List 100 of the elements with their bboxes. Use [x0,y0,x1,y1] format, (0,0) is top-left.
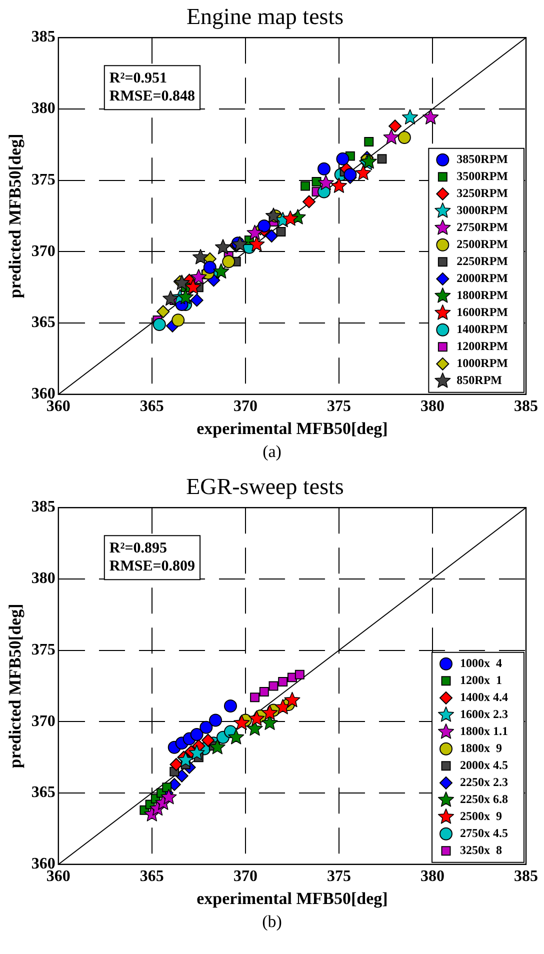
point [234,714,250,730]
point [170,758,183,771]
point [190,268,207,284]
point [174,274,190,290]
x-tick-label: 380 [420,868,444,886]
legend-label: 1600RPM [456,304,508,319]
legend-label: 2250x 2.3 [460,774,508,789]
legend-label: 2000RPM [456,270,508,285]
point [228,728,244,744]
point [312,177,322,186]
point [250,692,260,702]
point [192,248,209,264]
legend-label: 2250RPM [456,254,508,268]
annotation: R²=0.895 [109,540,168,556]
legend-label: 1400RPM [456,322,508,336]
legend-label: 3000RPM [456,202,508,217]
point [209,714,222,727]
point [377,154,387,164]
text: (b) [261,911,283,933]
x-tick-label: 375 [326,398,351,416]
legend-label: 2000x 4.5 [460,758,508,772]
annotation: RMSE=0.848 [109,88,196,104]
y-axis-title: predicted MFB50[deg] [6,604,25,768]
legend-label: 3850RPM [456,152,508,166]
point [355,164,372,180]
point [162,782,172,792]
x-tick-label: 370 [233,868,258,886]
point [284,692,300,708]
y-tick-label: 375 [31,641,56,658]
point [402,109,418,124]
point [190,728,204,742]
point [317,162,330,176]
point [265,208,282,223]
legend-label: 1800x 1.1 [460,724,508,738]
point [178,288,194,304]
point [274,699,291,714]
point [398,131,411,144]
legend-label: 3250x 8 [460,842,502,857]
y-tick-label: 370 [31,712,56,730]
point [294,670,304,680]
legend-label: 1400x 4.4 [460,690,508,704]
legend-label: 850RPM [456,372,502,387]
point [188,744,205,760]
point [213,263,230,279]
y-tick-label: 380 [31,100,56,118]
point [259,686,269,696]
point [276,226,286,236]
y-axis-title: predicted MFB50[deg] [6,134,25,298]
point [383,129,400,144]
legend-label: 1000x 4 [460,656,502,670]
x-tick-label: 385 [514,398,538,416]
point [185,278,202,294]
y-tick-label: 375 [31,171,56,188]
point [178,752,194,768]
point [364,137,374,147]
point [214,239,232,254]
point [248,710,265,726]
legend-label: 1200x 1 [460,672,502,687]
y-tick-label: 385 [31,28,56,46]
legend-label: 2250x 6.8 [460,792,508,806]
legend-label: 2500x 9 [460,808,502,823]
point [160,788,177,804]
point [152,318,166,331]
legend-label: 1600x 2.3 [460,706,508,721]
point [422,109,439,124]
legend-label: 2500RPM [456,236,508,251]
point [318,174,334,190]
legend-label: 2750x 4.5 [460,826,508,840]
point [268,681,278,691]
y-tick-label: 370 [31,242,56,260]
legend-label: 3250RPM [456,186,508,200]
point [202,734,215,747]
chart-title: Engine map tests [186,4,344,29]
legend-label: 1200RPM [456,338,508,353]
point [248,236,265,252]
point [190,294,204,307]
x-tick-label: 375 [326,868,351,886]
annotation: R²=0.951 [109,70,168,86]
x-tick-label: 370 [233,398,258,416]
point [388,120,402,133]
legend-label: 2750RPM [456,220,508,234]
point [209,738,226,754]
point [265,229,278,242]
point [172,314,185,327]
point [222,255,236,268]
point [258,219,271,232]
y-tick-label: 380 [31,570,56,588]
point [224,699,237,712]
point [203,260,216,274]
legend-label: 1800x 9 [460,740,502,755]
x-tick-label: 365 [140,868,164,886]
point [246,224,263,240]
point [302,195,316,208]
point [282,210,298,226]
chart-title: EGR-sweep tests [186,474,344,499]
point [262,704,278,720]
x-tick-label: 385 [514,868,538,886]
point [162,290,179,306]
text: (a) [262,441,282,463]
point [278,676,288,686]
